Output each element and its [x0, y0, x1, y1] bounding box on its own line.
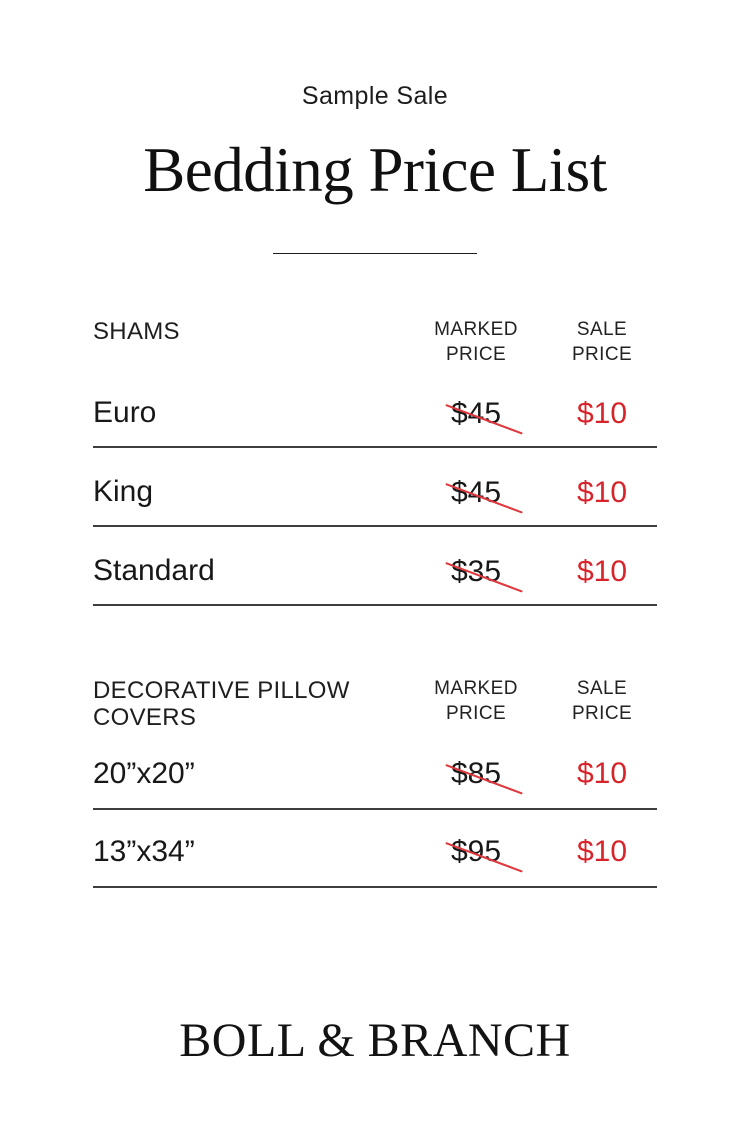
sale-eyebrow: Sample Sale — [301, 82, 449, 110]
item-name: 13”x34” — [93, 834, 195, 868]
sale-price: $10 — [576, 475, 628, 509]
marked-price: $35 — [405, 554, 547, 593]
decorative-pillow-covers-table: DECORATIVE PILLOW COVERS MARKED PRICE SA… — [93, 676, 657, 888]
marked-price: $45 — [405, 396, 547, 435]
table-row: Euro $45 $10 — [93, 369, 657, 449]
table-row: 20”x20” $85 $10 — [93, 732, 657, 810]
marked-price: $85 — [405, 757, 547, 796]
column-header-marked-price: MARKED PRICE — [434, 319, 518, 366]
item-name: Standard — [93, 554, 215, 588]
marked-price-value: $85 — [450, 757, 502, 791]
marked-price: $95 — [405, 835, 547, 874]
brand-logo: BOLL & BRANCH — [179, 1013, 571, 1067]
item-name: King — [93, 475, 154, 509]
title-divider — [273, 253, 477, 255]
page-title: Bedding Price List — [143, 134, 607, 205]
marked-price-value: $45 — [450, 475, 502, 509]
item-name: Euro — [93, 396, 157, 430]
table-row: King $45 $10 — [93, 448, 657, 528]
sale-price: $10 — [576, 554, 628, 588]
section-title-shams: SHAMS — [93, 318, 180, 346]
table-header-row: DECORATIVE PILLOW COVERS MARKED PRICE SA… — [93, 676, 657, 732]
marked-price-value: $95 — [450, 835, 502, 869]
marked-price: $45 — [405, 475, 547, 514]
table-row: 13”x34” $95 $10 — [93, 810, 657, 888]
shams-table: SHAMS MARKED PRICE SALE PRICE Euro $45 $… — [93, 317, 657, 607]
marked-price-value: $45 — [450, 396, 502, 430]
sale-price: $10 — [576, 835, 628, 869]
table-row: Standard $35 $10 — [93, 527, 657, 607]
sale-price: $10 — [576, 757, 628, 791]
column-header-sale-price: SALE PRICE — [571, 319, 633, 366]
marked-price-value: $35 — [450, 554, 502, 588]
section-title-decorative-pillow-covers: DECORATIVE PILLOW COVERS — [93, 677, 350, 732]
column-header-sale-price: SALE PRICE — [571, 678, 633, 725]
table-header-row: SHAMS MARKED PRICE SALE PRICE — [93, 317, 657, 369]
item-name: 20”x20” — [93, 756, 195, 790]
sale-price: $10 — [576, 396, 628, 430]
column-header-marked-price: MARKED PRICE — [434, 678, 518, 725]
